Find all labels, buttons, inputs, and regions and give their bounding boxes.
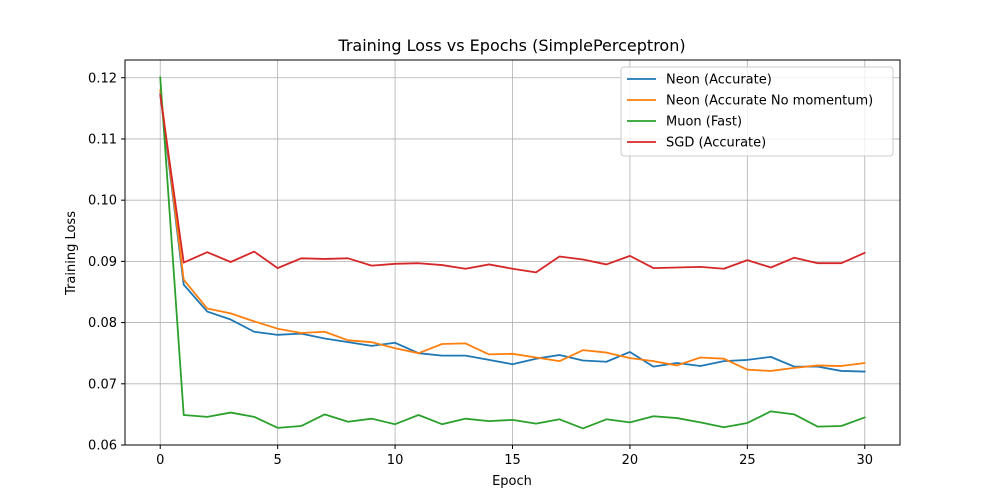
legend-label-neon-accurate-no-momentum: Neon (Accurate No momentum) xyxy=(666,94,873,109)
y-tick-label: 0.08 xyxy=(88,316,117,331)
y-tick-label: 0.10 xyxy=(88,194,117,209)
series-line-muon-fast xyxy=(159,76,866,430)
series-lines xyxy=(159,76,866,430)
series-line-sgd-accurate xyxy=(159,93,866,274)
legend-label-neon-accurate: Neon (Accurate) xyxy=(666,73,772,88)
legend-label-muon-fast: Muon (Fast) xyxy=(666,115,742,130)
y-tick-label: 0.09 xyxy=(88,255,117,270)
chart-title: Training Loss vs Epochs (SimplePerceptro… xyxy=(337,36,685,55)
series-line-neon-accurate-no-momentum xyxy=(159,89,866,372)
x-tick-label: 15 xyxy=(504,453,521,468)
series-line-neon-accurate xyxy=(159,92,866,373)
y-axis: 0.06 0.07 0.08 0.09 0.10 0.11 0.12 xyxy=(88,71,125,454)
y-tick-label: 0.11 xyxy=(88,132,117,147)
legend-box xyxy=(620,66,894,157)
legend: Neon (Accurate) Neon (Accurate No momentu… xyxy=(620,66,894,157)
y-tick-label: 0.12 xyxy=(88,71,117,86)
y-tick-label: 0.07 xyxy=(88,377,117,392)
y-tick-label: 0.06 xyxy=(88,439,117,454)
x-tick-label: 5 xyxy=(274,453,282,468)
x-tick-label: 25 xyxy=(739,453,756,468)
x-axis: 0 5 10 15 20 25 30 xyxy=(156,445,873,468)
legend-label-sgd-accurate: SGD (Accurate) xyxy=(666,136,766,151)
x-tick-label: 30 xyxy=(856,453,873,468)
y-axis-title: Training Loss xyxy=(64,211,79,296)
x-tick-label: 0 xyxy=(156,453,164,468)
x-tick-label: 20 xyxy=(622,453,639,468)
x-tick-label: 10 xyxy=(387,453,404,468)
x-axis-title: Epoch xyxy=(492,474,532,489)
